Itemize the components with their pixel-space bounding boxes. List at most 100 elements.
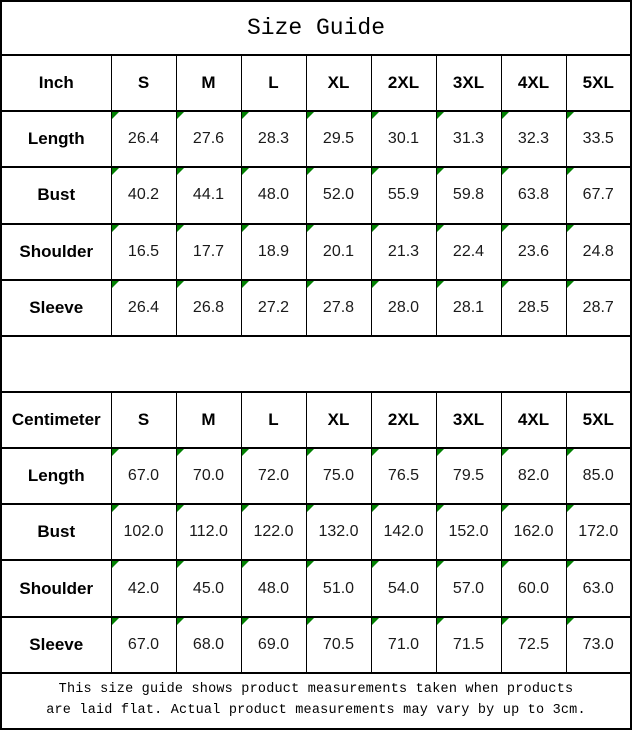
measurement-cell: 79.5 <box>435 447 502 506</box>
measurement-cell: 30.1 <box>370 110 437 169</box>
measurement-cell: 76.5 <box>370 447 437 506</box>
size-header-cell: M <box>175 391 242 450</box>
measurement-cell: 63.0 <box>565 559 632 618</box>
measurement-cell: 40.2 <box>110 166 177 225</box>
measurement-row: Shoulder 42.0 45.0 48.0 51.0 54.0 57.0 60.0 63.0 <box>0 559 632 618</box>
measurement-cell: 31.3 <box>435 110 502 169</box>
error-indicator-icon <box>567 450 574 457</box>
error-indicator-icon <box>307 618 314 625</box>
error-indicator-icon <box>242 562 249 569</box>
error-indicator-icon <box>242 618 249 625</box>
error-indicator-icon <box>372 113 379 120</box>
measurement-cell: 60.0 <box>500 559 567 618</box>
measurement-value: 28.5 <box>517 298 550 316</box>
measurement-value: 42.0 <box>127 579 160 597</box>
measurement-cell: 68.0 <box>175 615 242 674</box>
measurement-value: 102.0 <box>123 523 164 541</box>
measurement-cell: 21.3 <box>370 222 437 281</box>
error-indicator-icon <box>567 113 574 120</box>
measurement-value: 67.0 <box>127 467 160 485</box>
measurement-cell: 24.8 <box>565 222 632 281</box>
size-header-cell: S <box>110 54 177 113</box>
measurement-value: 27.2 <box>257 298 290 316</box>
measurement-cell: 54.0 <box>370 559 437 618</box>
measurement-value: 44.1 <box>192 186 225 204</box>
error-indicator-icon <box>177 506 184 513</box>
error-indicator-icon <box>567 618 574 625</box>
centimeter-table-body: Centimeter S M L XL 2XL 3XL 4XL 5XL Length 67.0 70.… <box>0 391 632 674</box>
measurement-value: 26.8 <box>192 298 225 316</box>
size-header-cell: 3XL <box>435 391 502 450</box>
measurement-cell: 27.8 <box>305 278 372 337</box>
measurement-cell: 28.3 <box>240 110 307 169</box>
error-indicator-icon <box>567 506 574 513</box>
size-header-cell: 5XL <box>565 391 632 450</box>
measurement-value: 71.0 <box>387 635 420 653</box>
measurement-value: 45.0 <box>192 579 225 597</box>
measure-label-cell: Bust <box>0 503 112 562</box>
error-indicator-icon <box>437 450 444 457</box>
error-indicator-icon <box>502 225 509 232</box>
measurement-value: 21.3 <box>387 242 420 260</box>
measurement-value: 52.0 <box>322 186 355 204</box>
measurement-cell: 71.0 <box>370 615 437 674</box>
footer-note: This size guide shows product measuremen… <box>0 671 632 730</box>
measure-label-cell: Shoulder <box>0 222 112 281</box>
error-indicator-icon <box>437 562 444 569</box>
error-indicator-icon <box>242 169 249 176</box>
inch-table-body: Inch S M L XL 2XL 3XL 4XL 5XL Length 26.4 27.6 28.3 2… <box>0 54 632 337</box>
page-title: Size Guide <box>0 0 632 57</box>
error-indicator-icon <box>502 169 509 176</box>
error-indicator-icon <box>372 281 379 288</box>
measurement-cell: 69.0 <box>240 615 307 674</box>
measurement-value: 51.0 <box>322 579 355 597</box>
measurement-value: 63.8 <box>517 186 550 204</box>
measure-label-cell: Sleeve <box>0 278 112 337</box>
measurement-value: 23.6 <box>517 242 550 260</box>
measurement-cell: 18.9 <box>240 222 307 281</box>
size-header-cell: S <box>110 391 177 450</box>
error-indicator-icon <box>372 450 379 457</box>
measurement-cell: 45.0 <box>175 559 242 618</box>
error-indicator-icon <box>567 169 574 176</box>
error-indicator-icon <box>502 281 509 288</box>
measurement-row: Sleeve 67.0 68.0 69.0 70.5 71.0 71.5 72.5 73.0 <box>0 615 632 674</box>
measurement-cell: 75.0 <box>305 447 372 506</box>
title-row: Size Guide <box>0 0 632 57</box>
measurement-value: 40.2 <box>127 186 160 204</box>
measurement-value: 28.0 <box>387 298 420 316</box>
measurement-value: 48.0 <box>257 186 290 204</box>
measurement-value: 71.5 <box>452 635 485 653</box>
measurement-cell: 85.0 <box>565 447 632 506</box>
measurement-cell: 142.0 <box>370 503 437 562</box>
measurement-value: 16.5 <box>127 242 160 260</box>
measure-label-cell: Shoulder <box>0 559 112 618</box>
error-indicator-icon <box>372 562 379 569</box>
error-indicator-icon <box>502 562 509 569</box>
measurement-cell: 63.8 <box>500 166 567 225</box>
measurement-value: 69.0 <box>257 635 290 653</box>
size-header-cell: L <box>240 54 307 113</box>
error-indicator-icon <box>502 506 509 513</box>
measurement-value: 55.9 <box>387 186 420 204</box>
measurement-cell: 71.5 <box>435 615 502 674</box>
measurement-cell: 67.0 <box>110 615 177 674</box>
measurement-cell: 29.5 <box>305 110 372 169</box>
error-indicator-icon <box>112 225 119 232</box>
error-indicator-icon <box>372 225 379 232</box>
error-indicator-icon <box>307 562 314 569</box>
measurement-row: Bust 40.2 44.1 48.0 52.0 55.9 59.8 63.8 67.7 <box>0 166 632 225</box>
measurement-value: 76.5 <box>387 467 420 485</box>
error-indicator-icon <box>242 450 249 457</box>
measurement-cell: 122.0 <box>240 503 307 562</box>
measurement-row: Bust 102.0 112.0 122.0 132.0 142.0 152.0 162.0 1… <box>0 503 632 562</box>
measurement-cell: 112.0 <box>175 503 242 562</box>
error-indicator-icon <box>502 618 509 625</box>
measure-label-cell: Bust <box>0 166 112 225</box>
size-header-cell: M <box>175 54 242 113</box>
error-indicator-icon <box>112 169 119 176</box>
error-indicator-icon <box>307 113 314 120</box>
error-indicator-icon <box>242 506 249 513</box>
